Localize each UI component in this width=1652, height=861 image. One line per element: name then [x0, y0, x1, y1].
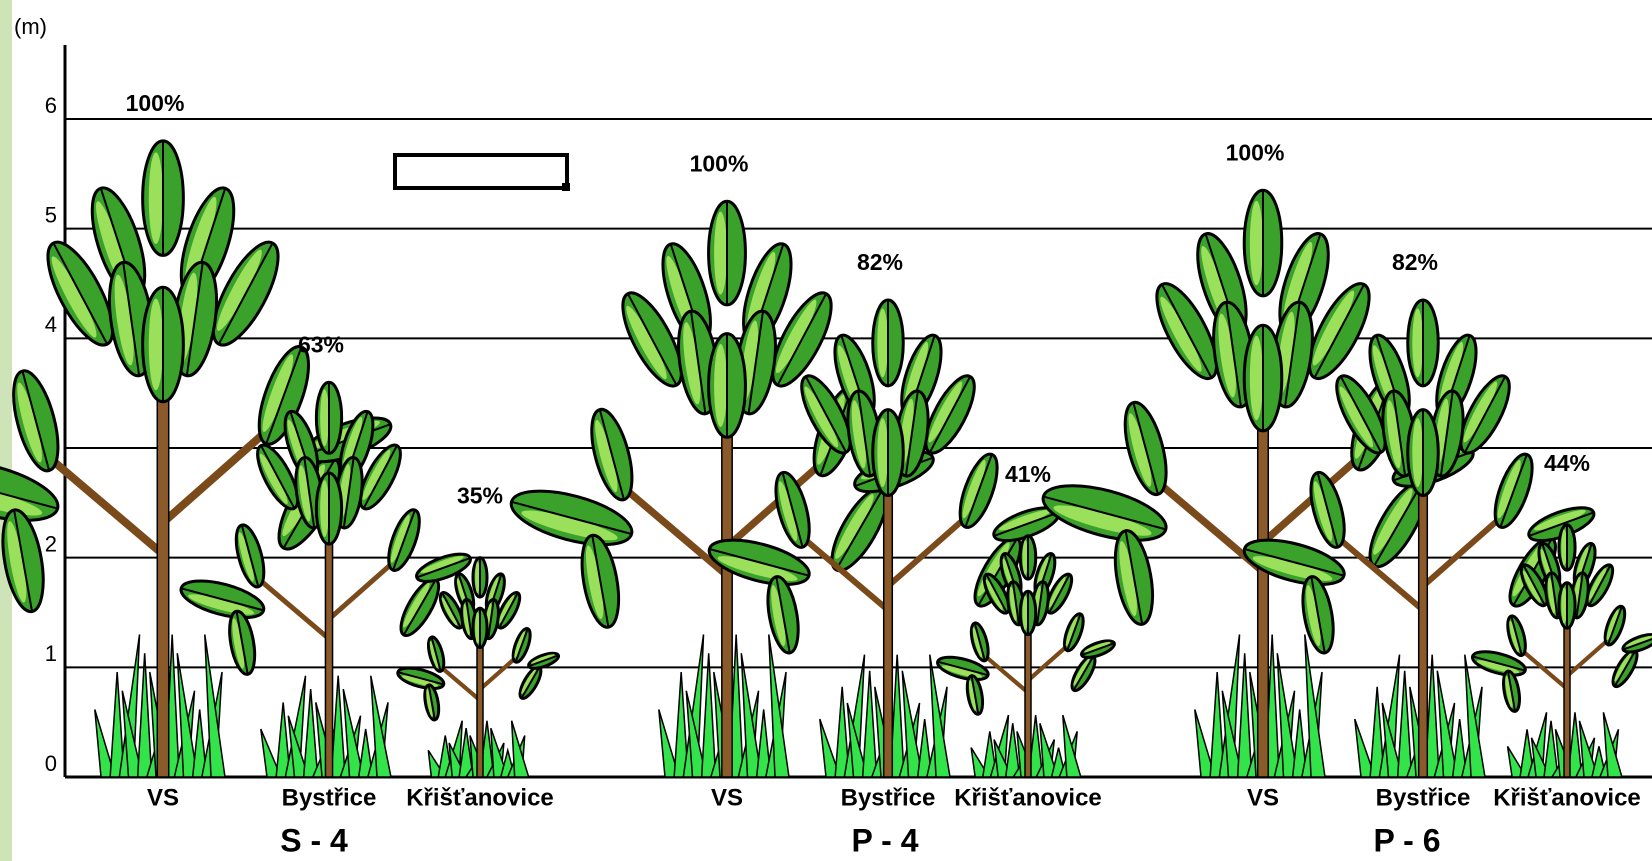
value-label: 100%: [690, 150, 749, 176]
leaf: [143, 287, 184, 401]
value-label: 35%: [457, 483, 503, 509]
trunk: [325, 509, 332, 777]
category-label: Křišťanovice: [954, 784, 1102, 811]
trunk: [1258, 378, 1269, 777]
trunk: [1564, 605, 1570, 777]
value-label: 100%: [126, 90, 185, 116]
empty-box-handle: [562, 183, 570, 191]
leaf-highlight: [1412, 418, 1423, 487]
category-label: VS: [1247, 784, 1279, 811]
leaf: [1020, 536, 1035, 579]
value-label: 41%: [1005, 461, 1051, 487]
y-tick-label: 1: [45, 641, 57, 666]
leaf-highlight: [1250, 336, 1263, 420]
category-label: VS: [147, 784, 179, 811]
value-label: 82%: [1392, 249, 1438, 275]
trunk: [157, 344, 168, 777]
group-label: P - 4: [852, 822, 919, 858]
leaf-highlight: [877, 418, 888, 487]
leaf-highlight: [320, 480, 329, 537]
leaf: [1244, 325, 1282, 431]
leaf: [473, 608, 487, 647]
category-label: VS: [711, 784, 743, 811]
group-label: P - 6: [1374, 822, 1441, 858]
value-label: 63%: [298, 331, 344, 357]
leaf-highlight: [149, 152, 163, 244]
leaf: [1559, 583, 1575, 628]
group-label: S - 4: [280, 822, 348, 858]
leaf: [709, 334, 746, 438]
y-axis-label: (m): [14, 14, 47, 39]
leaf: [473, 558, 487, 597]
y-tick-label: 6: [45, 93, 57, 118]
y-tick-label: 5: [45, 202, 57, 227]
category-label: Bystřice: [1376, 784, 1471, 811]
leaf: [316, 473, 341, 544]
value-label: 44%: [1544, 450, 1590, 476]
trunk: [477, 628, 483, 777]
leaf-highlight: [320, 389, 329, 446]
leaf-highlight: [1412, 309, 1423, 378]
y-tick-label: 0: [45, 751, 57, 776]
trunk: [722, 385, 732, 777]
leaf-highlight: [714, 344, 727, 427]
leaf: [1408, 300, 1439, 386]
y-tick-label: 2: [45, 531, 57, 556]
leaf-highlight: [149, 299, 163, 391]
leaf: [1244, 190, 1282, 296]
category-label: Bystřice: [841, 784, 936, 811]
value-label: 82%: [857, 249, 903, 275]
leaf-highlight: [877, 309, 888, 378]
leaf: [709, 201, 746, 305]
leaf: [316, 382, 341, 453]
leaf: [1020, 591, 1035, 634]
leaf-highlight: [1250, 201, 1263, 285]
trunk: [884, 453, 893, 777]
y-tick-label: 4: [45, 312, 57, 337]
chart: (m) 0123456S - 4100%VS63%Bystřice35%Křiš…: [0, 0, 1652, 861]
leaf: [1408, 410, 1439, 496]
trunk: [1419, 453, 1428, 777]
value-label: 100%: [1226, 139, 1285, 165]
leaf: [143, 141, 184, 255]
leaf: [1559, 525, 1575, 570]
trunk: [1025, 613, 1031, 777]
category-label: Křišťanovice: [406, 784, 554, 811]
leaf-highlight: [714, 212, 727, 295]
category-label: Křišťanovice: [1493, 784, 1641, 811]
leaf: [873, 410, 904, 496]
leaf: [873, 300, 904, 386]
category-label: Bystřice: [282, 784, 377, 811]
